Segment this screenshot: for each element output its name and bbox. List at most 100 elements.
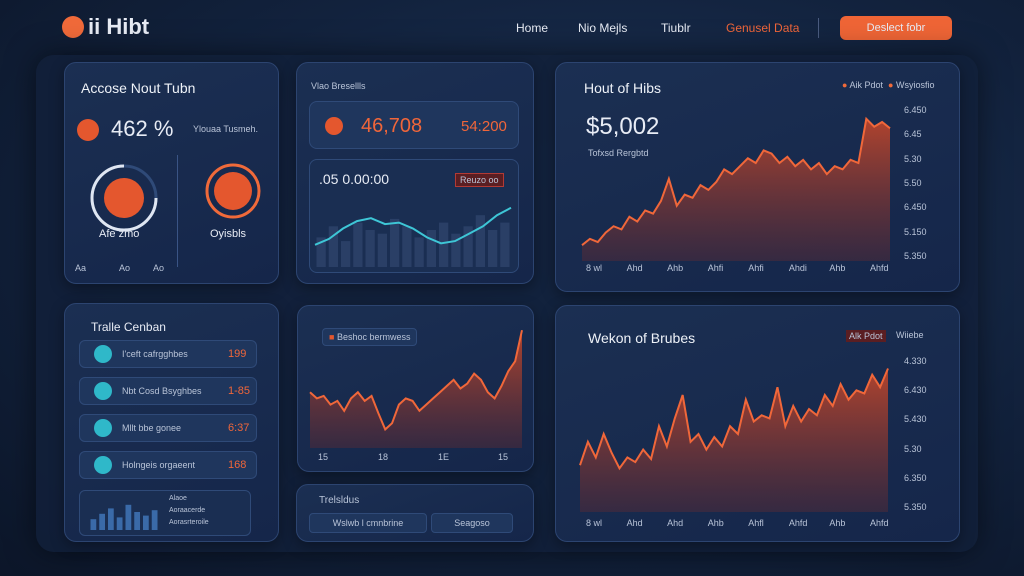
bar: [143, 515, 149, 530]
bar: [365, 230, 375, 267]
gauge: [205, 163, 261, 219]
header-button[interactable]: Deslect fobr: [840, 16, 952, 40]
row-label: Mllt bbe gonee: [122, 423, 182, 433]
row-value: 168: [228, 459, 247, 471]
bar: [451, 233, 461, 267]
legend-label: Wsyiosfio: [895, 80, 935, 90]
bar: [99, 513, 105, 530]
x-tick-label: Ahfi: [707, 263, 724, 273]
y-axis: 6.450 6.45 5.30 5.50 6.450 5.150 5.350: [904, 105, 944, 261]
area: [582, 118, 890, 261]
area-chart: [309, 329, 523, 448]
bar: [488, 230, 498, 267]
x-tick-label: Ahdi: [788, 263, 807, 273]
legend-item: ● Wsyiosfio: [888, 80, 935, 90]
stat-value: 462 %: [111, 116, 174, 141]
nav-item[interactable]: Genusel Data: [726, 21, 800, 35]
card: Accose Nout Tubn 462 % Ylouaa Tusmeh. Af…: [64, 62, 279, 284]
nav-item[interactable]: Home: [516, 21, 549, 35]
card-title: Tralle Cenban: [91, 320, 166, 334]
list-row[interactable]: Holngeis orgaeent 168: [79, 451, 257, 479]
legend-item: Ao: [119, 263, 131, 273]
gauge-label: Afe zmo: [99, 228, 140, 240]
button[interactable]: Seagoso: [431, 513, 513, 533]
tag-label: Beshoc bermwess: [336, 332, 411, 342]
x-axis: 8 wl Ahd Ahb Ahfi Ahfi Ahdi Ahb Ahfd: [586, 263, 889, 277]
card: Trelsldus Wslwb l cmnbrine Seagoso: [296, 484, 534, 542]
card-title: Vlao Bresellls: [311, 81, 366, 91]
bar: [108, 508, 114, 530]
y-tick-label: 6.450: [904, 202, 927, 213]
row-label: Nbt Cosd Bsyghbes: [122, 386, 202, 396]
y-tick-label: 6.450: [904, 105, 927, 115]
x-tick-label: Ahfl: [748, 518, 764, 528]
icon: [77, 119, 99, 141]
y-tick-label: 5.30: [904, 443, 922, 454]
button[interactable]: Wslwb l cmnbrine: [309, 513, 427, 533]
y-tick-label: 5.30: [904, 153, 922, 164]
bar: [414, 237, 424, 267]
x-tick-label: 18: [378, 452, 389, 462]
icon: [325, 117, 343, 135]
line: [314, 206, 512, 246]
bar: [125, 504, 132, 530]
bar-chart: [90, 504, 158, 530]
legend-item: Alk Pdot: [846, 330, 886, 342]
card-title: Trelsldus: [319, 495, 360, 506]
x-tick-label: Ahb: [707, 518, 724, 528]
legend-item: Ao: [153, 263, 165, 273]
card: ■ Beshoc bermwess 15 18 1E 15: [297, 305, 534, 472]
stat-value: $5,002: [586, 113, 660, 140]
y-tick-label: 4.330: [904, 356, 927, 366]
line-chart: [314, 206, 512, 267]
row-label: I'ceft cafrgghbes: [122, 349, 188, 359]
x-tick-label: 15: [318, 452, 329, 462]
time: .05 0.00:00: [319, 171, 390, 187]
x-tick-label: Ahb: [829, 518, 846, 528]
legend-item: Aorasrteroile: [169, 519, 209, 526]
list-row[interactable]: Nbt Cosd Bsyghbes 1-85: [79, 377, 257, 405]
legend-item: Aoraacerde: [169, 507, 206, 514]
area: [310, 330, 522, 448]
legend-item: Aa: [75, 263, 87, 273]
bar: [439, 222, 449, 267]
divider: [177, 155, 178, 267]
bar: [426, 230, 436, 267]
gauge-label: Oyisbls: [210, 228, 247, 240]
nav-item[interactable]: Tiublr: [661, 21, 691, 35]
bar: [316, 237, 326, 267]
bar: [328, 226, 338, 267]
bar: [500, 222, 510, 267]
nav-item[interactable]: Nio Mejls: [578, 21, 628, 35]
legend-item: Alaoe: [169, 495, 187, 502]
x-tick-label: Ahb: [667, 263, 684, 273]
list-row[interactable]: Mllt bbe gonee 6:37: [79, 414, 257, 442]
card-title: Accose Nout Tubn: [81, 80, 196, 96]
logo[interactable]: ii Hibt: [88, 14, 150, 39]
row-label: Holngeis orgaeent: [122, 460, 196, 470]
line: [579, 368, 889, 471]
stat-note: Tofxsd Rergbtd: [588, 148, 649, 158]
legend-item: Wiiebe: [896, 330, 924, 340]
logo-icon: [62, 16, 84, 38]
y-tick-label: 6.350: [904, 472, 927, 483]
x-tick-label: Ahb: [829, 263, 846, 273]
x-tick-label: Ahd: [667, 518, 684, 528]
list-row[interactable]: I'ceft cafrgghbes 199: [79, 340, 257, 368]
area-chart: [579, 368, 889, 512]
bar: [377, 233, 387, 267]
bar: [341, 241, 351, 267]
x-tick-label: Ahfd: [870, 263, 889, 273]
row-value: 199: [228, 348, 247, 360]
divider: [818, 18, 819, 38]
y-tick-label: 5.430: [904, 414, 927, 425]
y-tick-label: 6.45: [904, 129, 922, 140]
stat-value: 46,708: [361, 115, 423, 137]
card: Wekon of Brubes Alk Pdot Wiiebe 4.330 6.4…: [555, 305, 960, 542]
card: Hout of Hibs ● Aik Pdot ● Wsyiosfio $5,0…: [555, 62, 960, 292]
x-tick-label: Ahfi: [748, 263, 764, 273]
y-tick-label: 5.50: [904, 178, 922, 188]
card: Vlao Bresellls 46,708 54:200 .05 0.00:00…: [296, 62, 534, 284]
card-title: Hout of Hibs: [584, 80, 662, 96]
